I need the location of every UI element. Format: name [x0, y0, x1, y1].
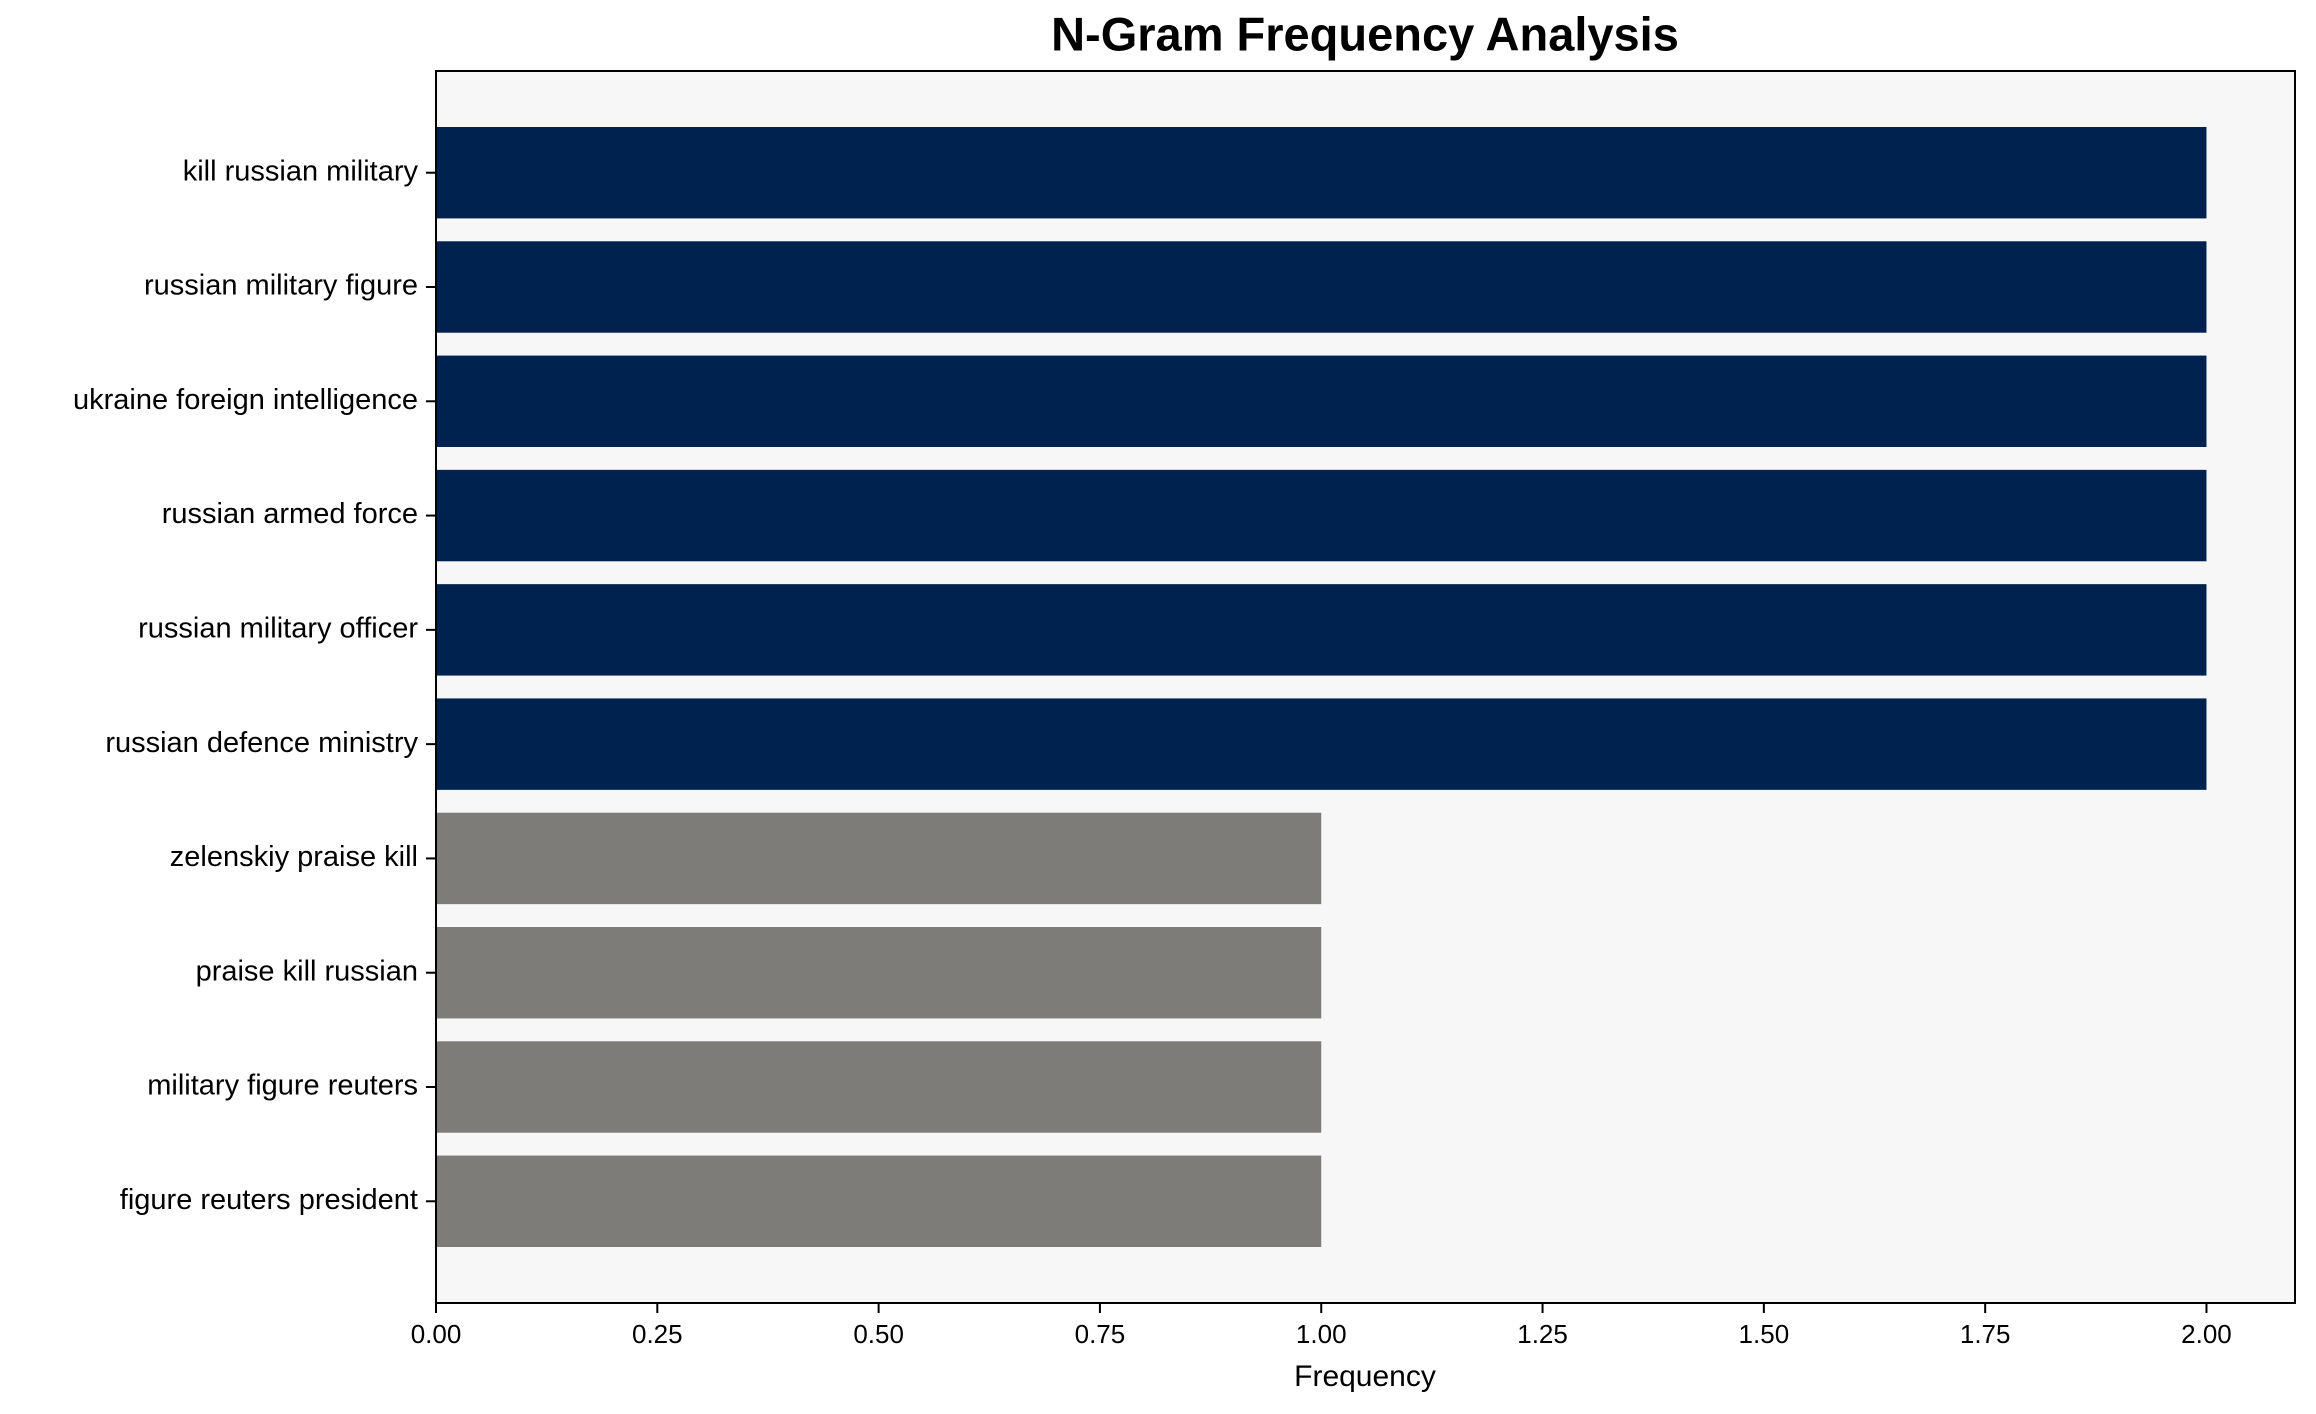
x-tick-label: 1.00 — [1296, 1319, 1347, 1349]
x-tick-label: 0.25 — [632, 1319, 683, 1349]
x-tick-label: 1.25 — [1517, 1319, 1568, 1349]
x-tick-label: 1.50 — [1739, 1319, 1790, 1349]
x-tick-label: 1.75 — [1960, 1319, 2011, 1349]
bar — [436, 241, 2207, 333]
x-tick-label: 0.00 — [411, 1319, 462, 1349]
y-tick-label: praise kill russian — [196, 955, 418, 987]
y-tick-label: kill russian military — [183, 155, 419, 187]
x-tick-label: 0.50 — [853, 1319, 904, 1349]
y-tick-label: russian military officer — [138, 613, 418, 645]
bar — [436, 1041, 1322, 1133]
bar — [436, 812, 1322, 905]
bar — [436, 927, 1322, 1019]
y-tick-label: russian armed force — [162, 498, 418, 530]
x-axis-label: Frequency — [1294, 1360, 1436, 1393]
bar — [436, 469, 2207, 562]
y-tick-label: ukraine foreign intelligence — [73, 384, 418, 416]
x-tick-label: 0.75 — [1075, 1319, 1126, 1349]
y-tick-label: zelenskiy praise kill — [170, 841, 418, 873]
bar — [436, 1155, 1322, 1247]
bar — [436, 584, 2207, 676]
y-tick-label: military figure reuters — [147, 1070, 418, 1102]
bar — [436, 355, 2207, 447]
y-tick-label: figure reuters president — [120, 1184, 418, 1216]
x-tick-label: 2.00 — [2181, 1319, 2232, 1349]
chart-title: N-Gram Frequency Analysis — [1051, 7, 1679, 60]
bar — [436, 127, 2207, 219]
bar — [436, 698, 2207, 790]
y-tick-label: russian military figure — [144, 270, 418, 302]
y-tick-label: russian defence ministry — [105, 727, 418, 759]
plot-frame — [435, 70, 2296, 1304]
